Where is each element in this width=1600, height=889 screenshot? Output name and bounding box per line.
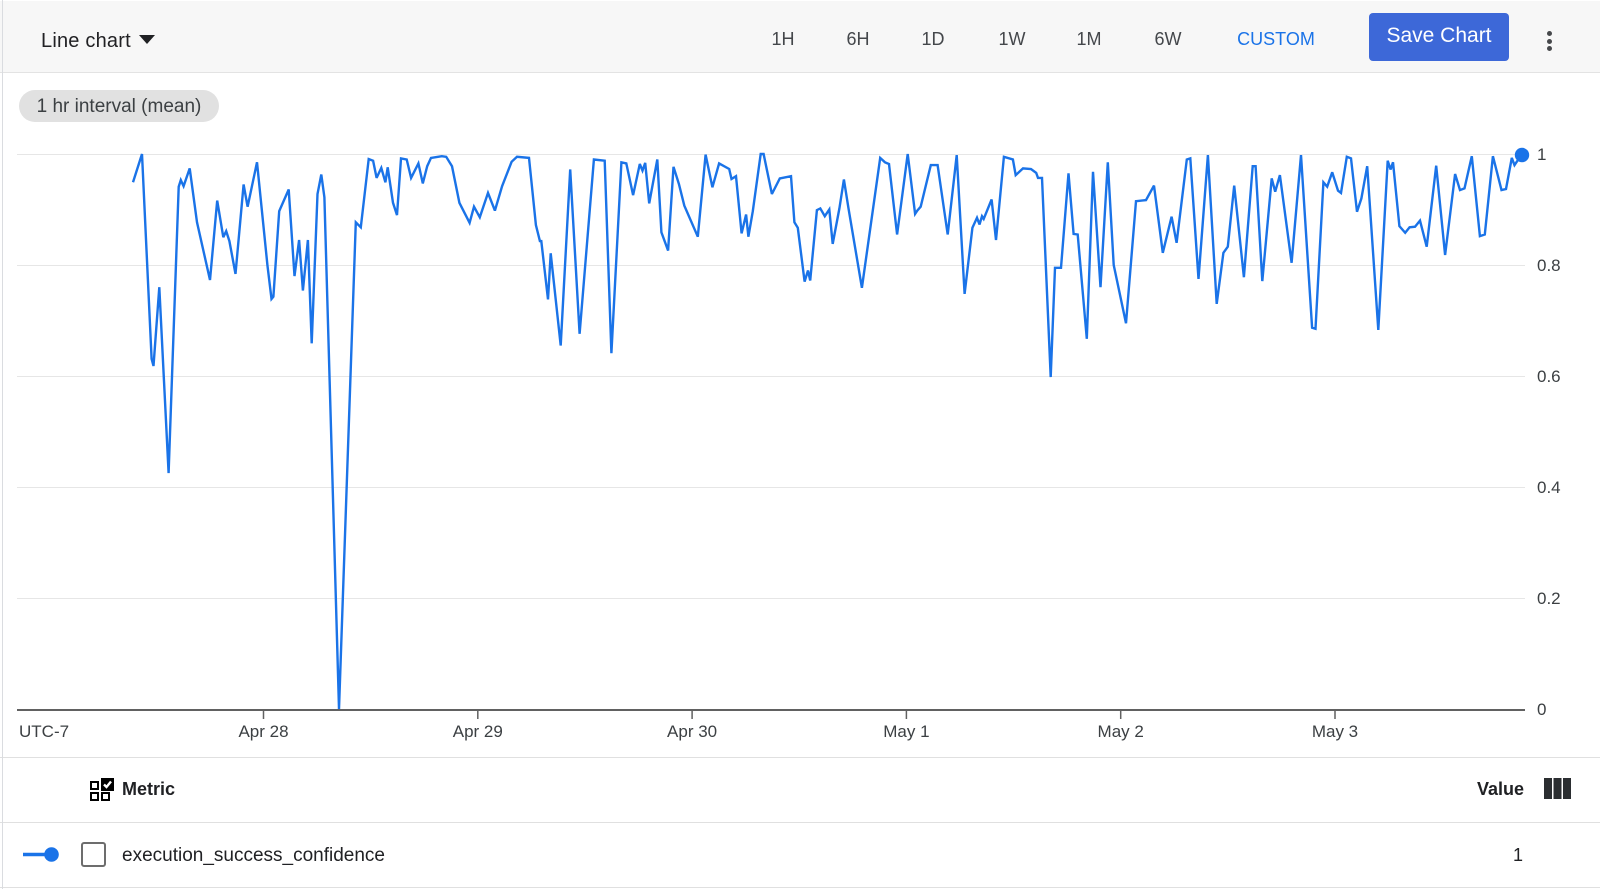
svg-text:0.6: 0.6 bbox=[1537, 367, 1561, 386]
svg-text:Apr 28: Apr 28 bbox=[238, 722, 288, 741]
svg-text:0.4: 0.4 bbox=[1537, 478, 1561, 497]
svg-text:1: 1 bbox=[1537, 145, 1546, 164]
svg-text:UTC-7: UTC-7 bbox=[19, 722, 69, 741]
svg-text:0.8: 0.8 bbox=[1537, 256, 1561, 275]
svg-text:Apr 29: Apr 29 bbox=[453, 722, 503, 741]
svg-text:May 3: May 3 bbox=[1312, 722, 1358, 741]
svg-text:May 2: May 2 bbox=[1098, 722, 1144, 741]
svg-text:0.2: 0.2 bbox=[1537, 589, 1561, 608]
svg-text:0: 0 bbox=[1537, 700, 1546, 719]
svg-text:May 1: May 1 bbox=[883, 722, 929, 741]
svg-text:Apr 30: Apr 30 bbox=[667, 722, 717, 741]
